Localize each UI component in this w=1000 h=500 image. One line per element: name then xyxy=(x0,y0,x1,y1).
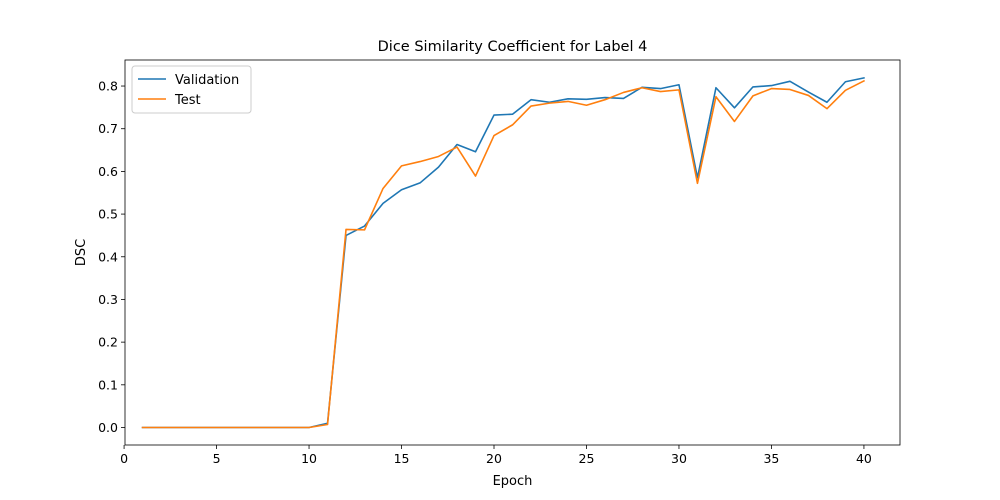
chart-title: Dice Similarity Coefficient for Label 4 xyxy=(378,39,648,55)
y-axis-ticks: 0.0 0.1 0.2 0.3 0.4 0.5 0.6 0.7 0.8 xyxy=(98,79,125,435)
legend: Validation Test xyxy=(131,65,252,114)
x-tick-label: 15 xyxy=(394,451,410,466)
y-axis-label: DSC xyxy=(74,239,89,266)
x-axis-ticks: 0 5 10 15 20 25 30 35 40 xyxy=(120,445,872,466)
series-line-test xyxy=(141,79,866,429)
x-tick-label: 10 xyxy=(301,451,317,466)
y-tick-label: 0.3 xyxy=(98,292,118,307)
plot-frame xyxy=(124,59,901,446)
y-tick-label: 0.5 xyxy=(98,207,118,222)
x-tick-label: 20 xyxy=(486,451,502,466)
x-tick-label: 0 xyxy=(120,451,128,466)
y-tick-label: 0.8 xyxy=(98,79,118,94)
y-tick-label: 0.2 xyxy=(98,335,118,350)
legend-box xyxy=(131,65,252,114)
legend-label-validation: Validation xyxy=(175,73,239,88)
x-tick-label: 5 xyxy=(213,451,221,466)
y-tick-label: 0.1 xyxy=(98,377,118,392)
y-tick-label: 0.4 xyxy=(98,249,118,264)
legend-label-test: Test xyxy=(174,93,201,108)
x-tick-label: 30 xyxy=(671,451,687,466)
series-lines xyxy=(141,76,866,429)
x-tick-label: 25 xyxy=(579,451,595,466)
y-tick-label: 0.7 xyxy=(98,121,118,136)
x-tick-label: 40 xyxy=(856,451,872,466)
x-tick-label: 35 xyxy=(763,451,779,466)
y-tick-label: 0.6 xyxy=(98,164,118,179)
y-tick-label: 0.0 xyxy=(98,420,118,435)
x-axis-label: Epoch xyxy=(493,474,533,489)
